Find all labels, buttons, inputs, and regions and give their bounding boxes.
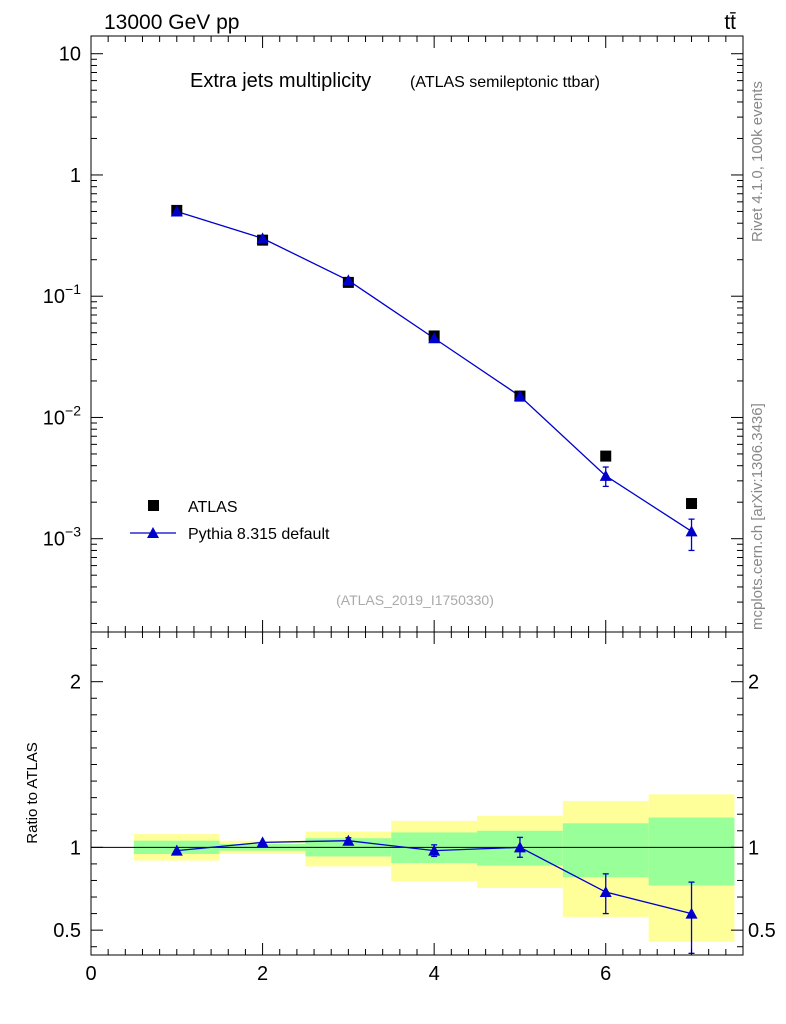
legend-mc-marker: [147, 527, 159, 538]
analysis-id: (ATLAS_2019_I1750330): [336, 592, 494, 608]
x-tick-label: 2: [257, 963, 268, 985]
ratio-mc-point: [428, 844, 441, 856]
y-tick-label: 10: [59, 44, 81, 66]
ratio-y-tick-label-right: 1: [748, 837, 759, 859]
mc-point: [685, 525, 698, 537]
ratio-series: [170, 834, 698, 954]
process-label: tt̄: [724, 11, 736, 34]
main-panel: Extra jets multiplicity (ATLAS semilepto…: [43, 35, 744, 633]
ratio-mc-point: [685, 907, 698, 919]
mc-point: [342, 274, 355, 286]
ratio-band-inner: [648, 817, 735, 886]
mc-point: [513, 390, 526, 402]
ratio-y-tick-label-right: 2: [748, 672, 759, 694]
main-y-axis: 10 1 10−1 10−2 10−3: [43, 44, 743, 624]
legend-mc-label: Pythia 8.315 default: [188, 526, 330, 543]
mc-line: [176, 210, 692, 532]
ratio-y-tick-label: 0.5: [53, 920, 81, 942]
ratio-mc-point: [599, 886, 612, 898]
energy-label: 13000 GeV pp: [104, 11, 239, 34]
ratio-mc-point: [342, 834, 355, 846]
x-tick-label: 4: [429, 963, 440, 985]
atlas-point: [686, 498, 698, 510]
ratio-bands: [133, 794, 735, 942]
y-tick-label: 10−3: [43, 524, 81, 551]
atlas-point: [600, 450, 612, 462]
x-tick-label: 0: [85, 963, 96, 985]
ratio-mc-point: [170, 844, 183, 856]
mc-point: [599, 469, 612, 481]
main-x-axis: [90, 36, 744, 632]
y-tick-label: 1: [70, 165, 81, 187]
ratio-ylabel: Ratio to ATLAS: [24, 742, 41, 843]
y-tick-label: 10−1: [43, 281, 81, 308]
ratio-panel: 0.5 0.5 1 1 2 2 0 2 4 6 Ratio to ATLAS: [24, 631, 776, 985]
ratio-y-tick-label: 2: [70, 672, 81, 694]
mc-point: [256, 232, 269, 244]
ratio-mc-point: [513, 841, 526, 853]
x-tick-label: 6: [600, 963, 611, 985]
ratio-y-axis: 0.5 0.5 1 1 2 2: [53, 648, 776, 948]
legend: ATLAS Pythia 8.315 default: [130, 499, 330, 543]
y-tick-label: 10−2: [43, 402, 81, 429]
ratio-mc-point: [256, 836, 269, 848]
ratio-y-tick-label: 1: [70, 837, 81, 859]
rivet-label: Rivet 4.1.0, 100k events: [749, 81, 766, 242]
legend-atlas-marker: [148, 500, 159, 511]
main-series: [170, 204, 698, 552]
mc-point: [170, 205, 183, 217]
legend-atlas-label: ATLAS: [188, 499, 238, 516]
main-subtitle: (ATLAS semileptonic ttbar): [410, 74, 600, 91]
main-title: Extra jets multiplicity: [190, 70, 371, 92]
ratio-band-inner: [562, 823, 649, 878]
mcplots-label: mcplots.cern.ch [arXiv:1306.3436]: [749, 403, 766, 630]
ratio-y-tick-label-right: 0.5: [748, 920, 776, 942]
mc-point: [428, 332, 441, 344]
ratio-x-axis: 0 2 4 6: [85, 632, 744, 985]
